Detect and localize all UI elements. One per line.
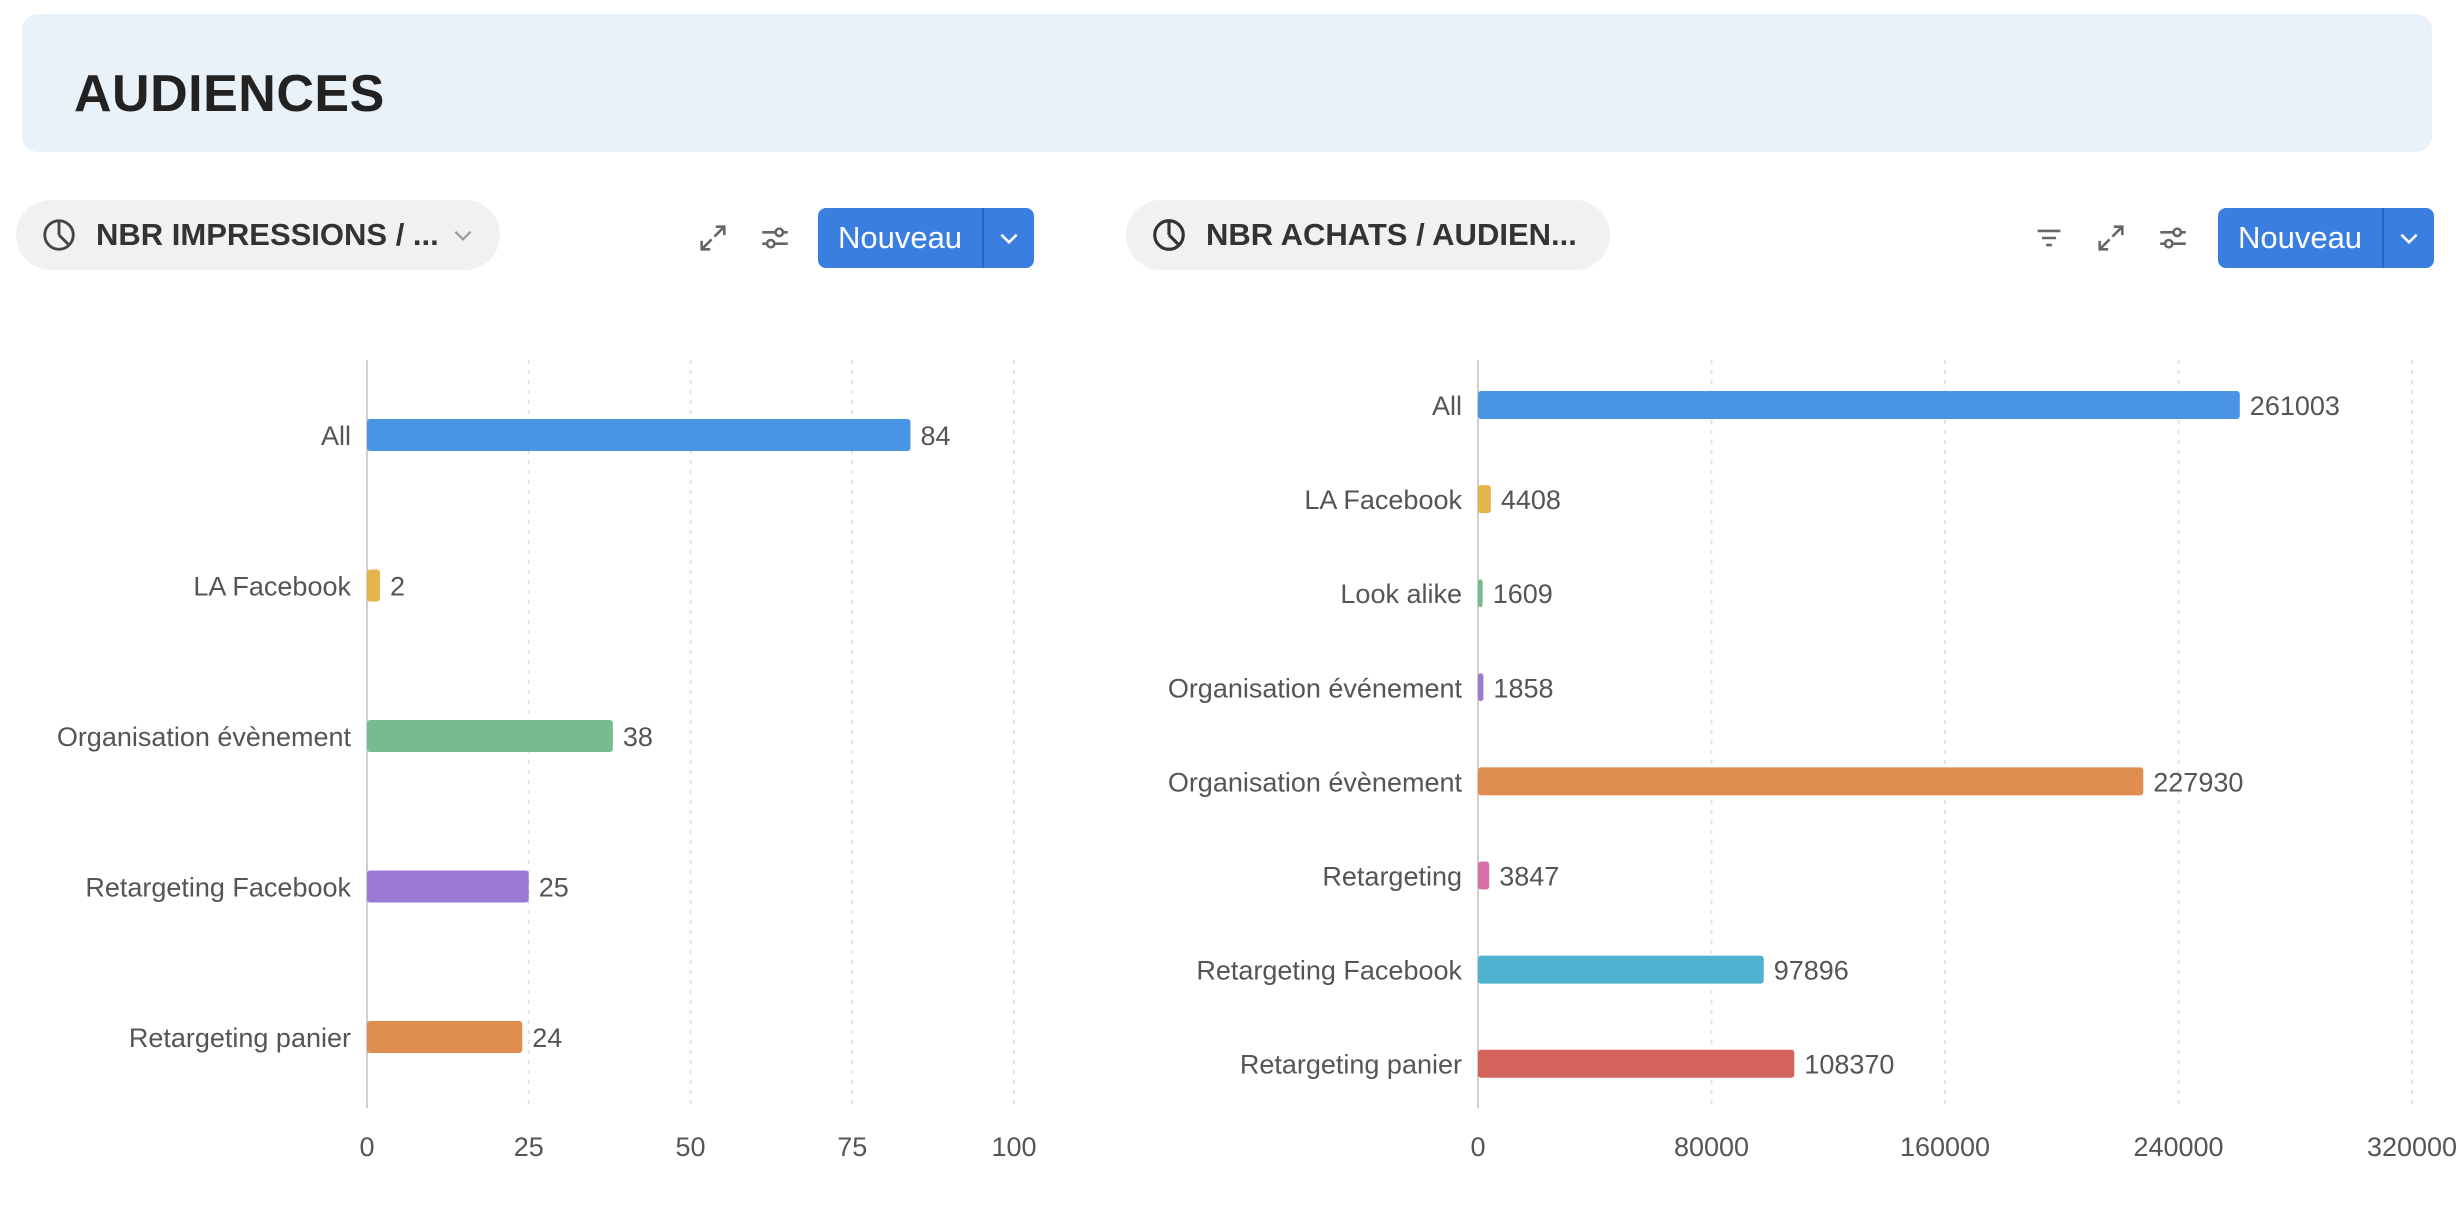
x-tick-label: 0 — [359, 1132, 374, 1162]
value-label: 3847 — [1499, 862, 1559, 892]
category-label: LA Facebook — [193, 572, 351, 602]
bar[interactable] — [367, 419, 911, 451]
category-label: Organisation événement — [1168, 673, 1463, 703]
x-tick-label: 0 — [1470, 1132, 1485, 1162]
settings-sliders-icon[interactable] — [758, 221, 792, 255]
filter-icon[interactable] — [2032, 221, 2066, 255]
category-label: All — [1432, 391, 1462, 421]
bar[interactable] — [367, 720, 613, 752]
chart-title: NBR ACHATS / AUDIEN... — [1206, 217, 1577, 252]
new-dropdown-button[interactable] — [984, 208, 1034, 268]
pie-chart-icon — [43, 219, 75, 251]
new-dropdown-button[interactable] — [2384, 208, 2434, 268]
x-tick-label: 160000 — [1900, 1132, 1990, 1162]
x-tick-label: 100 — [991, 1132, 1036, 1162]
pie-chart-icon — [1153, 219, 1185, 251]
x-tick-label: 25 — [514, 1132, 544, 1162]
expand-icon[interactable] — [2094, 221, 2128, 255]
bar[interactable] — [367, 1021, 523, 1053]
category-label: Retargeting panier — [129, 1023, 351, 1053]
page-title: AUDIENCES — [74, 65, 385, 123]
category-label: All — [321, 421, 351, 451]
x-tick-label: 80000 — [1674, 1132, 1749, 1162]
bar[interactable] — [1478, 861, 1490, 890]
value-label: 25 — [539, 873, 569, 903]
x-tick-label: 75 — [837, 1132, 867, 1162]
settings-sliders-icon[interactable] — [2156, 221, 2190, 255]
value-label: 227930 — [2153, 767, 2243, 797]
bar[interactable] — [367, 870, 529, 903]
x-tick-label: 320000 — [2367, 1132, 2456, 1162]
category-label: Retargeting — [1322, 862, 1462, 892]
chevron-down-icon[interactable] — [450, 222, 476, 248]
bar[interactable] — [1478, 767, 2144, 796]
new-split-button: Nouveau — [818, 208, 1034, 268]
bar[interactable] — [1478, 673, 1484, 702]
category-label: Retargeting Facebook — [1196, 956, 1462, 986]
value-label: 24 — [532, 1023, 562, 1053]
bar[interactable] — [1478, 485, 1491, 514]
x-tick-label: 50 — [675, 1132, 705, 1162]
value-label: 4408 — [1501, 485, 1561, 515]
new-button[interactable]: Nouveau — [2218, 208, 2384, 268]
chevron-down-icon — [2400, 233, 2418, 245]
chart-selector-achats[interactable]: NBR ACHATS / AUDIEN... — [1126, 200, 1610, 270]
category-label: LA Facebook — [1304, 485, 1462, 515]
chart-selector-impressions[interactable]: NBR IMPRESSIONS / ... — [16, 200, 500, 270]
bar[interactable] — [1478, 579, 1483, 608]
value-label: 97896 — [1774, 956, 1849, 986]
category-label: Organisation évènement — [57, 722, 352, 752]
bar[interactable] — [1478, 391, 2240, 419]
category-label: Look alike — [1340, 579, 1462, 609]
value-label: 108370 — [1804, 1050, 1894, 1080]
category-label: Organisation évènement — [1168, 767, 1463, 797]
value-label: 84 — [920, 421, 950, 451]
category-label: Retargeting panier — [1240, 1050, 1462, 1080]
page-header: AUDIENCES — [22, 14, 2432, 152]
bar[interactable] — [367, 569, 380, 602]
x-tick-label: 240000 — [2133, 1132, 2223, 1162]
value-label: 38 — [623, 722, 653, 752]
value-label: 261003 — [2250, 391, 2340, 421]
value-label: 2 — [390, 572, 405, 602]
value-label: 1609 — [1493, 579, 1553, 609]
expand-icon[interactable] — [696, 221, 730, 255]
impressions-bar-chart: 0 25 50 75 100 All 84 LA Facebook 2 Organisation … — [57, 360, 1037, 1162]
bar[interactable] — [1478, 1049, 1795, 1078]
category-label: Retargeting Facebook — [85, 873, 351, 903]
new-split-button: Nouveau — [2218, 208, 2434, 268]
value-label: 1858 — [1493, 673, 1553, 703]
achats-bar-chart: 0 80000 160000 240000 320000 All 261003 LA Face… — [1168, 360, 2456, 1162]
chart-title: NBR IMPRESSIONS / ... — [96, 217, 439, 252]
bar[interactable] — [1478, 955, 1764, 984]
new-button[interactable]: Nouveau — [818, 208, 984, 268]
chevron-down-icon — [1000, 233, 1018, 245]
